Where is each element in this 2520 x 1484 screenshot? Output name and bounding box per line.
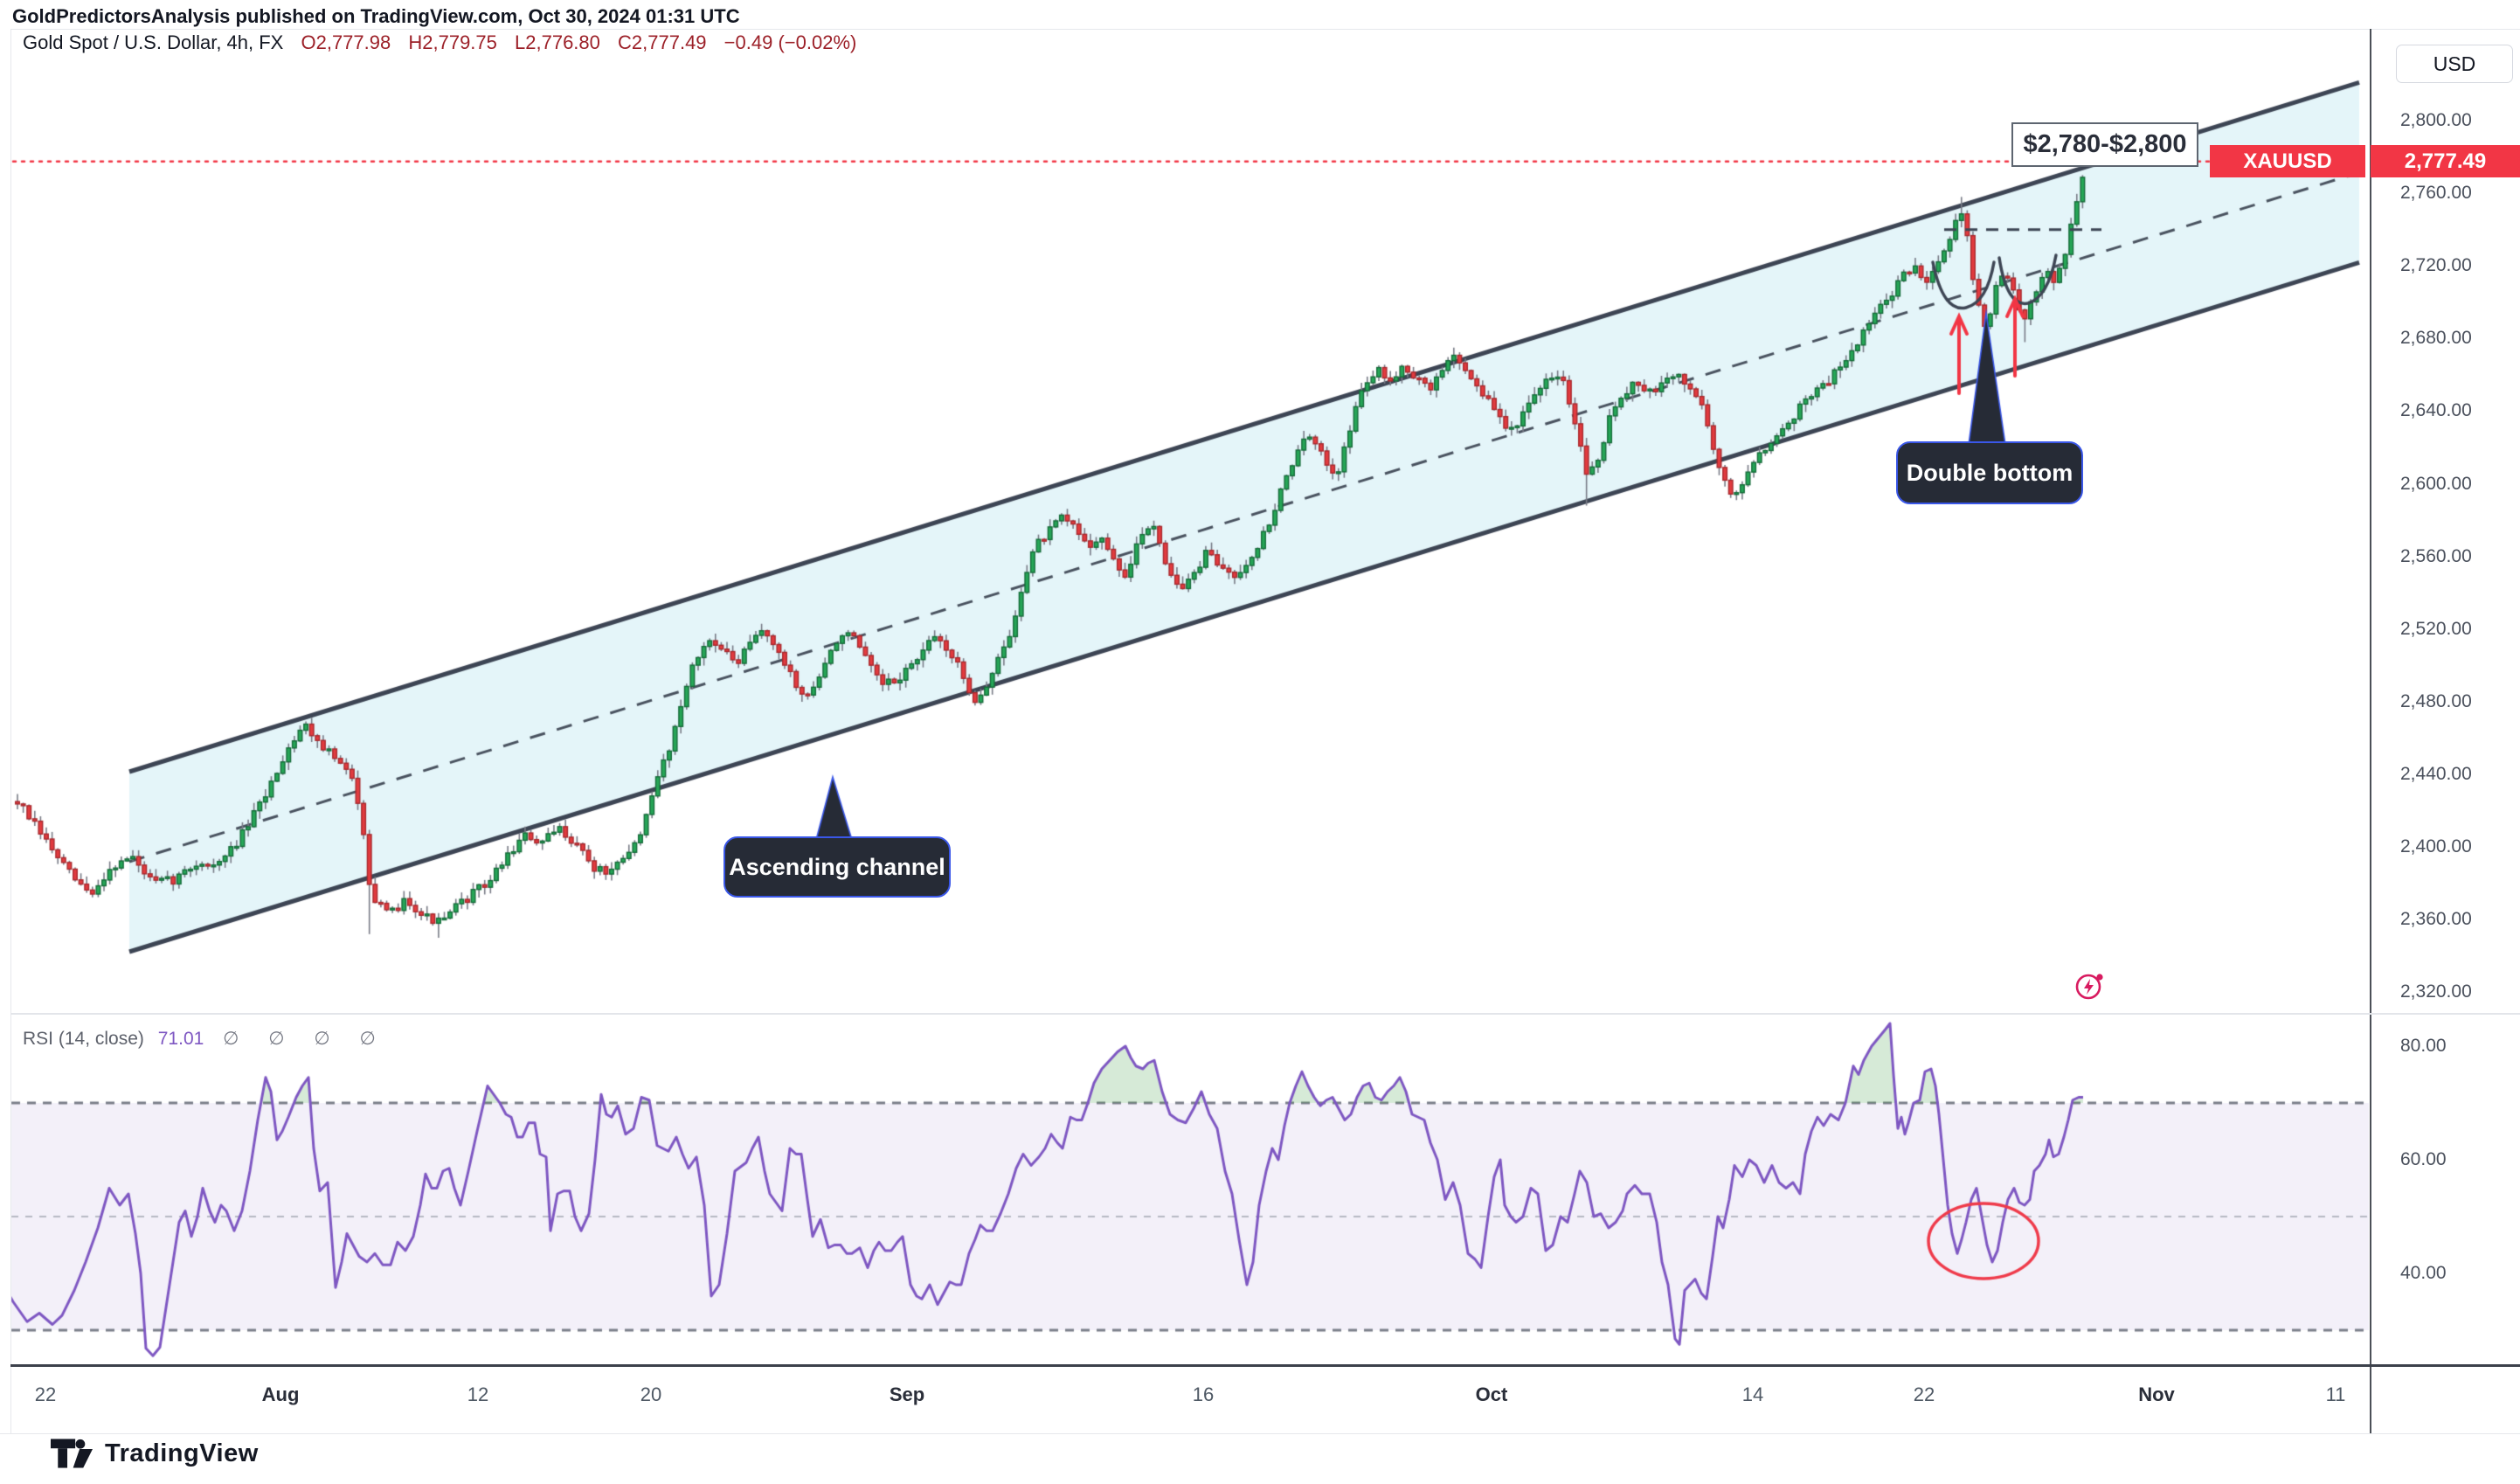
last-price-value-badge: 2,777.49 — [2371, 145, 2520, 178]
price-axis-label[interactable]: 2,440.00 — [2400, 764, 2472, 784]
rsi-empty-values: ∅ ∅ ∅ ∅ — [223, 1029, 388, 1049]
price-axis-label[interactable]: 2,800.00 — [2400, 110, 2472, 130]
ohlc-open: O2,777.98 — [301, 31, 391, 53]
price-axis-label[interactable]: 2,640.00 — [2400, 400, 2472, 421]
time-axis-label[interactable]: Nov — [2138, 1383, 2175, 1405]
double-bottom-callout[interactable]: Double bottom — [1896, 441, 2083, 504]
price-change: −0.49 (−0.02%) — [723, 31, 857, 53]
rsi-name: RSI — [23, 1029, 54, 1049]
currency-unit-button[interactable]: USD — [2396, 45, 2513, 83]
price-axis-label[interactable]: 2,680.00 — [2400, 328, 2472, 349]
footer-separator — [0, 1433, 2520, 1434]
economic-event-icon[interactable] — [2073, 970, 2105, 1002]
rsi-axis-label[interactable]: 60.00 — [2400, 1149, 2447, 1169]
tradingview-logo-text: TradingView — [105, 1439, 259, 1467]
ascending-channel-callout[interactable]: Ascending channel — [723, 836, 951, 898]
rsi-axis-label[interactable]: 40.00 — [2400, 1263, 2447, 1283]
price-axis-border — [2370, 29, 2371, 1433]
chart-frame-left — [10, 29, 11, 1433]
symbol-title: Gold Spot / U.S. Dollar, 4h, FX — [23, 31, 284, 53]
chart-frame-top — [10, 29, 2520, 30]
price-axis-label[interactable]: 2,600.00 — [2400, 473, 2472, 494]
rsi-axis-label[interactable]: 80.00 — [2400, 1036, 2447, 1056]
ohlc-close: C2,777.49 — [618, 31, 707, 53]
price-axis-label[interactable]: 2,520.00 — [2400, 618, 2472, 639]
ohlc-low: L2,776.80 — [515, 31, 600, 53]
pane-separator[interactable] — [10, 1013, 2520, 1015]
time-axis-label[interactable]: 12 — [467, 1383, 489, 1405]
price-axis-label[interactable]: 2,560.00 — [2400, 545, 2472, 566]
price-axis-label[interactable]: 2,760.00 — [2400, 183, 2472, 204]
time-axis-label[interactable]: 14 — [1741, 1383, 1764, 1405]
last-price-symbol-badge: XAUUSD — [2210, 145, 2365, 178]
time-axis-label[interactable]: Sep — [889, 1383, 925, 1405]
time-axis-label[interactable]: 22 — [34, 1383, 57, 1405]
tradingview-logo[interactable]: TradingView — [51, 1439, 259, 1468]
price-axis-label[interactable]: 2,480.00 — [2400, 690, 2472, 711]
time-axis-label[interactable]: 16 — [1192, 1383, 1215, 1405]
time-axis-border — [10, 1364, 2520, 1367]
symbol-legend[interactable]: Gold Spot / U.S. Dollar, 4h, FX O2,777.9… — [23, 31, 856, 54]
price-axis-label[interactable]: 2,720.00 — [2400, 255, 2472, 276]
rsi-value: 71.01 — [157, 1029, 204, 1049]
time-axis-label[interactable]: 11 — [2325, 1383, 2346, 1405]
rsi-indicator-legend[interactable]: RSI (14, close) 71.01 ∅ ∅ ∅ ∅ — [23, 1028, 388, 1050]
publish-header: GoldPredictorsAnalysis published on Trad… — [12, 5, 740, 27]
tradingview-logo-icon — [51, 1439, 93, 1468]
time-axis-label[interactable]: 20 — [640, 1383, 662, 1405]
rsi-params: (14, close) — [58, 1029, 144, 1049]
ohlc-high: H2,779.75 — [408, 31, 497, 53]
time-axis-label[interactable]: Oct — [1475, 1383, 1508, 1405]
price-axis-label[interactable]: 2,320.00 — [2400, 981, 2472, 1002]
price-axis-label[interactable]: 2,360.00 — [2400, 909, 2472, 930]
time-axis-label[interactable]: 22 — [1913, 1383, 1935, 1405]
time-axis-label[interactable]: Aug — [261, 1383, 300, 1405]
price-axis-label[interactable]: 2,400.00 — [2400, 836, 2472, 857]
price-target-label[interactable]: $2,780-$2,800 — [2011, 122, 2198, 167]
